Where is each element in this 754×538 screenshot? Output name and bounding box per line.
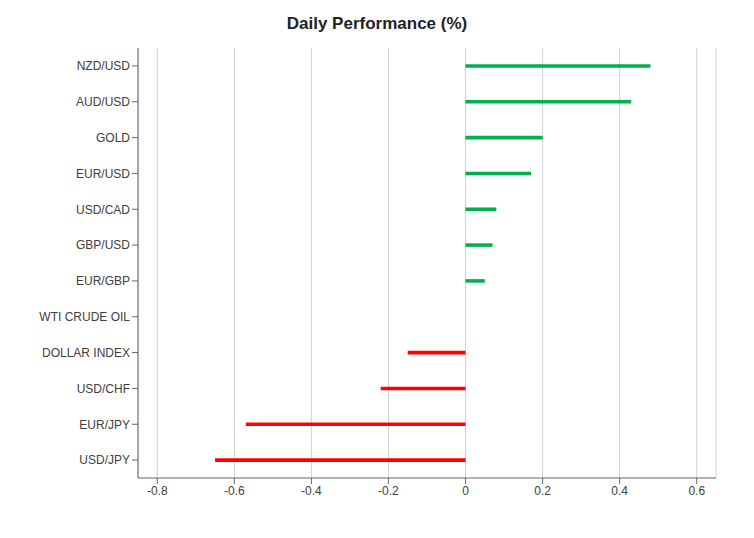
svg-text:-0.2: -0.2 [378,484,399,498]
svg-text:EUR/JPY: EUR/JPY [79,418,130,432]
svg-text:-0.8: -0.8 [147,484,168,498]
svg-text:WTI CRUDE OIL: WTI CRUDE OIL [39,310,130,324]
svg-text:-0.4: -0.4 [301,484,322,498]
svg-text:EUR/GBP: EUR/GBP [76,274,130,288]
html-text:Daily Performance (%): Daily Performance (%) [286,14,468,33]
svg-text:USD/JPY: USD/JPY [79,453,130,467]
svg-text:0.4: 0.4 [611,484,628,498]
svg-text:-0.6: -0.6 [224,484,245,498]
svg-text:USD/CHF: USD/CHF [77,382,130,396]
svg-text:EUR/USD: EUR/USD [76,167,130,181]
svg-text:NZD/USD: NZD/USD [77,59,131,73]
svg-text:0.6: 0.6 [688,484,705,498]
svg-text:0.2: 0.2 [534,484,551,498]
svg-text:GBP/USD: GBP/USD [76,238,130,252]
svg-text:GOLD: GOLD [96,131,130,145]
svg-text:AUD/USD: AUD/USD [76,95,130,109]
svg-text:USD/CAD: USD/CAD [76,203,130,217]
svg-text:0: 0 [462,484,469,498]
svg-text:DOLLAR INDEX: DOLLAR INDEX [42,346,130,360]
